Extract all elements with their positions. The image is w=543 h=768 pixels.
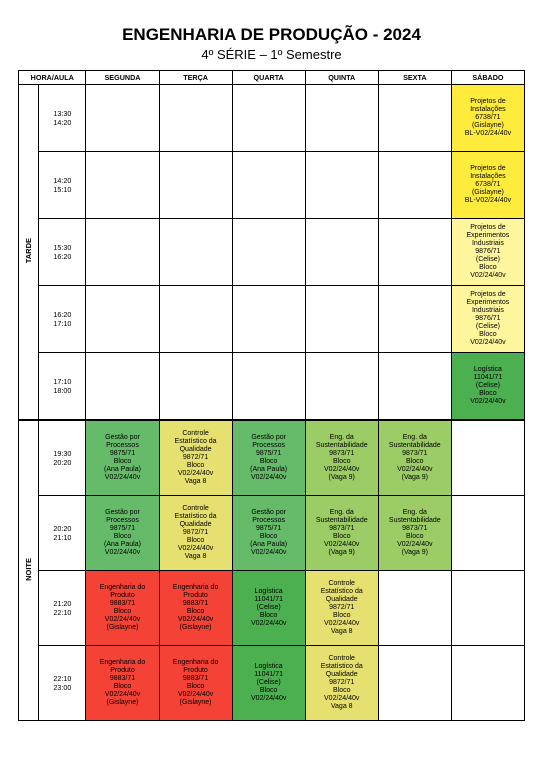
- class-cell: Eng. daSustentabilidade9873/71BlocoV02/2…: [378, 496, 451, 571]
- class-cell: Engenharia doProduto9883/71BlocoV02/24/4…: [159, 646, 232, 721]
- time-slot: 15:3016:20: [39, 219, 86, 286]
- period-noite: NOITE: [19, 420, 39, 721]
- col-terca: TERÇA: [159, 71, 232, 85]
- schedule-table: HORA/AULA SEGUNDA TERÇA QUARTA QUINTA SE…: [18, 70, 525, 721]
- col-hora: HORA/AULA: [19, 71, 86, 85]
- class-cell: Eng. daSustentabilidade9873/71BlocoV02/2…: [378, 420, 451, 496]
- time-slot: 21:2022:10: [39, 571, 86, 646]
- time-slot: 13:3014:20: [39, 85, 86, 152]
- class-cell: Logística11041/71(Celise)BlocoV02/24/40v: [232, 571, 305, 646]
- time-slot: 19:3020:20: [39, 420, 86, 496]
- col-sabado: SÁBADO: [451, 71, 524, 85]
- class-cell: Engenharia doProduto9883/71BlocoV02/24/4…: [86, 646, 159, 721]
- table-row: 21:2022:10 Engenharia doProduto9883/71Bl…: [19, 571, 525, 646]
- page-title: ENGENHARIA DE PRODUÇÃO - 2024: [18, 25, 525, 45]
- class-cell: Projetos deExperimentosIndustriais9876/7…: [451, 219, 524, 286]
- class-cell: ControleEstatístico daQualidade9872/71Bl…: [159, 420, 232, 496]
- class-cell: Projetos deExperimentosIndustriais9876/7…: [451, 286, 524, 353]
- table-row: NOITE 19:3020:20 Gestão porProcessos9875…: [19, 420, 525, 496]
- time-slot: 20:2021:10: [39, 496, 86, 571]
- table-row: 15:3016:20 Projetos deExperimentosIndust…: [19, 219, 525, 286]
- table-row: TARDE 13:3014:20 Projetos deInstalações6…: [19, 85, 525, 152]
- time-slot: 17:1018:00: [39, 353, 86, 421]
- class-cell: ControleEstatístico daQualidade9872/71Bl…: [159, 496, 232, 571]
- table-row: 14:2015:10 Projetos deInstalações6738/71…: [19, 152, 525, 219]
- class-cell: Gestão porProcessos9875/71Bloco(Ana Paul…: [86, 420, 159, 496]
- class-cell: Projetos deInstalações6738/71(Gislayne)B…: [451, 152, 524, 219]
- time-slot: 16:2017:10: [39, 286, 86, 353]
- class-cell: Gestão porProcessos9875/71Bloco(Ana Paul…: [232, 496, 305, 571]
- class-cell: Engenharia doProduto9883/71BlocoV02/24/4…: [159, 571, 232, 646]
- table-row: 22:1023:00 Engenharia doProduto9883/71Bl…: [19, 646, 525, 721]
- class-cell: Engenharia doProduto9883/71BlocoV02/24/4…: [86, 571, 159, 646]
- table-row: 16:2017:10 Projetos deExperimentosIndust…: [19, 286, 525, 353]
- class-cell: ControleEstatístico daQualidade9872/71Bl…: [305, 571, 378, 646]
- time-slot: 22:1023:00: [39, 646, 86, 721]
- header-row: HORA/AULA SEGUNDA TERÇA QUARTA QUINTA SE…: [19, 71, 525, 85]
- class-cell: Eng. daSustentabilidade9873/71BlocoV02/2…: [305, 420, 378, 496]
- table-row: 20:2021:10 Gestão porProcessos9875/71Blo…: [19, 496, 525, 571]
- page-subtitle: 4º SÉRIE – 1º Semestre: [18, 47, 525, 62]
- col-sexta: SEXTA: [378, 71, 451, 85]
- time-slot: 14:2015:10: [39, 152, 86, 219]
- class-cell: Logística11041/71(Celise)BlocoV02/24/40v: [451, 353, 524, 421]
- col-quinta: QUINTA: [305, 71, 378, 85]
- class-cell: Gestão porProcessos9875/71Bloco(Ana Paul…: [86, 496, 159, 571]
- class-cell: Projetos deInstalações6738/71(Gislayne)B…: [451, 85, 524, 152]
- period-tarde: TARDE: [19, 85, 39, 421]
- col-quarta: QUARTA: [232, 71, 305, 85]
- class-cell: ControleEstatístico daQualidade9872/71Bl…: [305, 646, 378, 721]
- class-cell: Eng. daSustentabilidade9873/71BlocoV02/2…: [305, 496, 378, 571]
- class-cell: Logística11041/71(Celise)BlocoV02/24/40v: [232, 646, 305, 721]
- col-segunda: SEGUNDA: [86, 71, 159, 85]
- class-cell: Gestão porProcessos9875/71Bloco(Ana Paul…: [232, 420, 305, 496]
- table-row: 17:1018:00 Logística11041/71(Celise)Bloc…: [19, 353, 525, 421]
